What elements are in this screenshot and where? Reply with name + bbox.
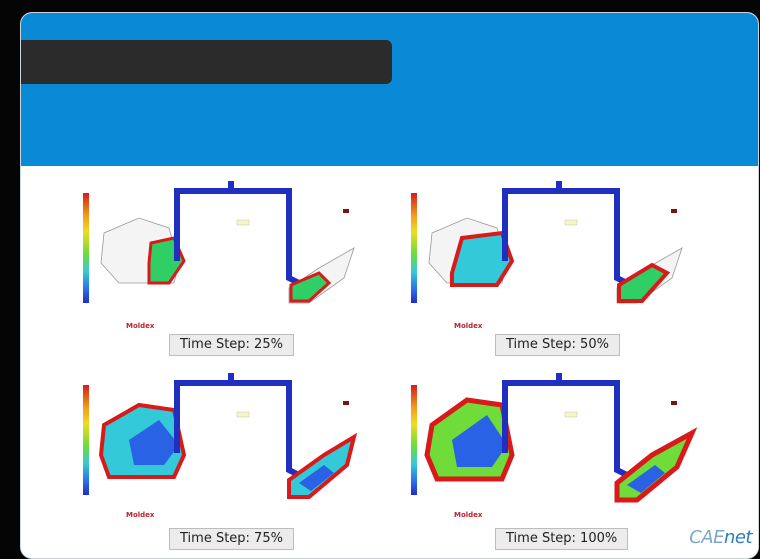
slide: Moldex Moldex Moldex [20, 12, 759, 559]
moldex-brand-text: Moldex [126, 322, 155, 330]
fill-simulation-image [98, 373, 358, 499]
time-step-caption: Time Step: 100% [495, 528, 629, 550]
caenet-logo-cae: CAE [689, 527, 724, 548]
simulation-panel-50: Moldex [407, 173, 687, 330]
simulation-panel-100: Moldex [407, 365, 698, 519]
fill-simulation-image [428, 181, 683, 304]
moldex-brand-text: Moldex [454, 511, 483, 519]
color-legend-bar [83, 385, 89, 495]
color-legend-bar [83, 193, 89, 303]
color-legend-bar [411, 193, 417, 303]
time-step-caption: Time Step: 50% [495, 334, 620, 356]
simulation-panel-75: Moldex [79, 365, 359, 519]
slide-header-band [21, 13, 758, 166]
fill-simulation-image [100, 181, 355, 304]
time-step-caption: Time Step: 25% [169, 334, 294, 356]
moldex-brand-text: Moldex [454, 322, 483, 330]
time-step-caption: Time Step: 75% [169, 528, 294, 550]
caenet-logo: CAEnet [689, 527, 752, 548]
moldex-brand-text: Moldex [126, 511, 155, 519]
caenet-logo-net: net [723, 527, 753, 548]
color-legend-bar [411, 385, 417, 495]
simulation-panel-25: Moldex [79, 173, 359, 330]
fill-simulation-image [424, 373, 698, 503]
title-bar [21, 40, 392, 84]
